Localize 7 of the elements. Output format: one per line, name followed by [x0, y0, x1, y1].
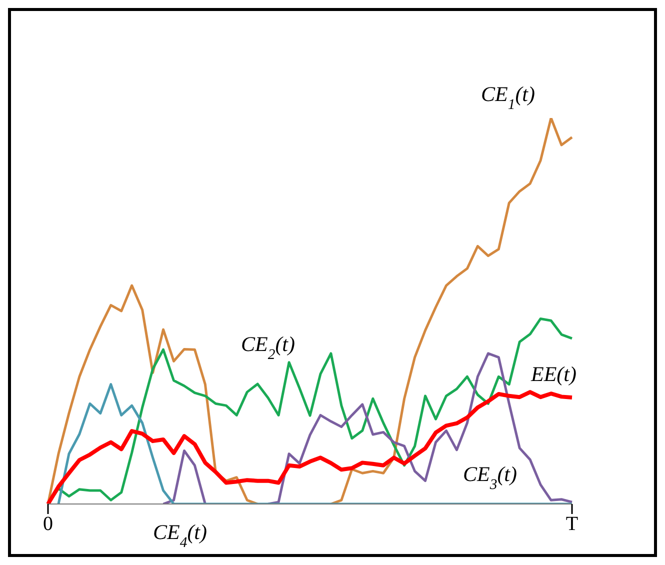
x-tick-label: T	[566, 513, 578, 536]
series-label: EE(t)	[530, 362, 576, 386]
series-label: CE$_{1}$(t)	[481, 82, 536, 113]
x-tick-label: 0	[43, 513, 53, 536]
series-label: CE$_{2}$(t)	[241, 332, 296, 363]
series-label: CE$_{4}$(t)	[153, 520, 208, 551]
series-label: CE$_{3}$(t)	[463, 462, 518, 493]
